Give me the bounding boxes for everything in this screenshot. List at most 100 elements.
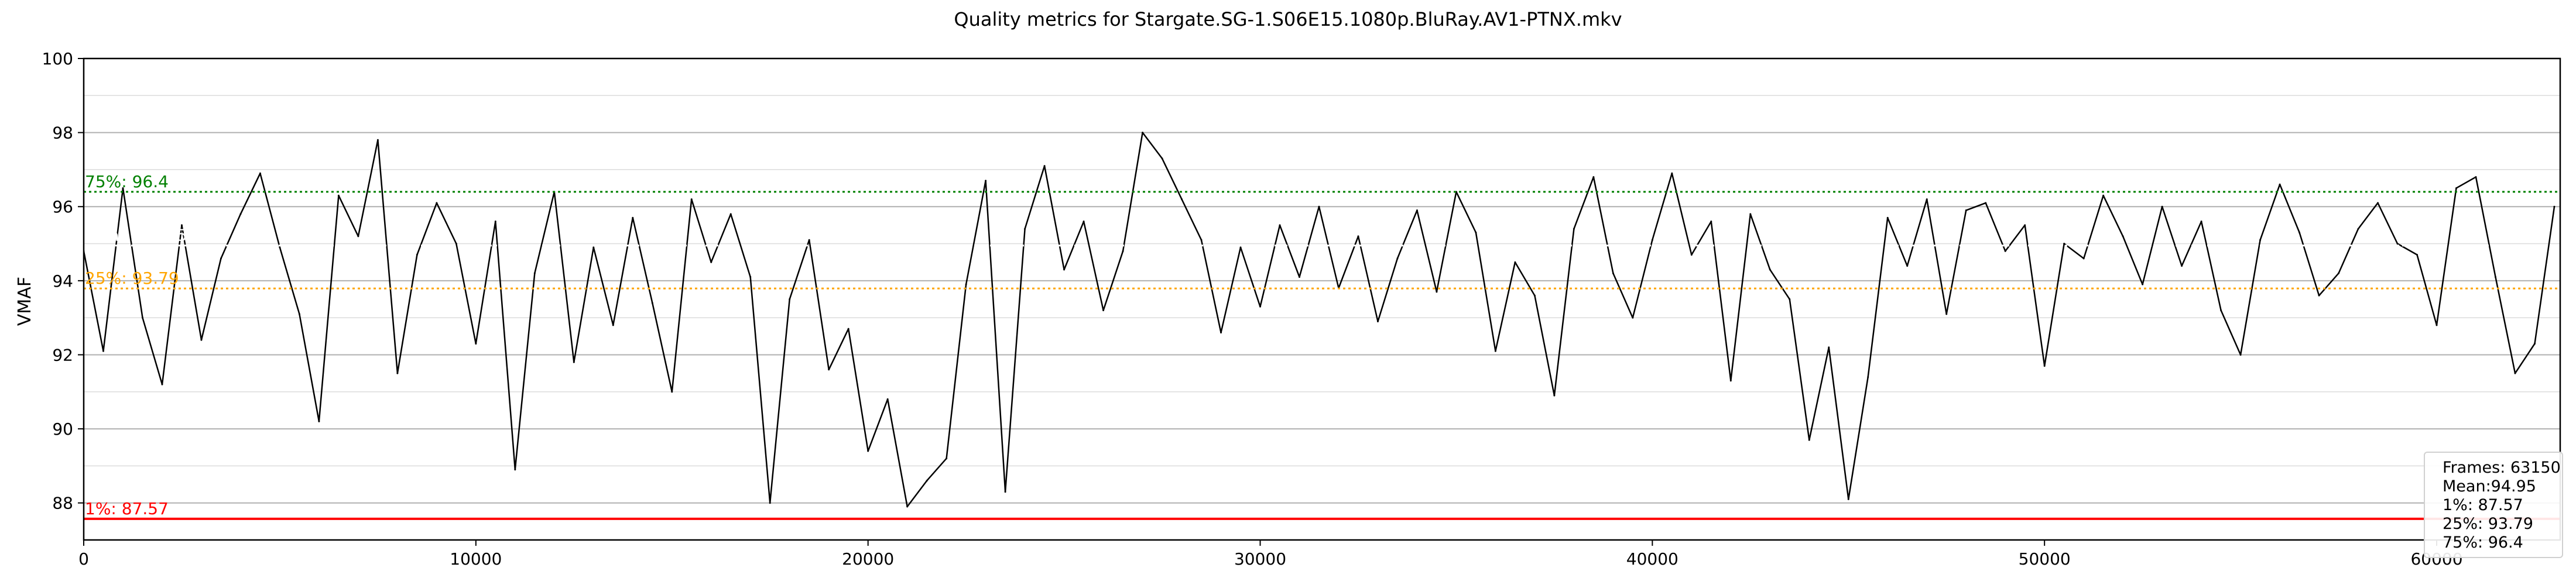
vmaf-point xyxy=(2200,221,2202,223)
vmaf-point xyxy=(2416,254,2419,256)
vmaf-point xyxy=(122,187,124,190)
vmaf-point xyxy=(1789,298,1791,300)
vmaf-point xyxy=(161,383,163,386)
reference-lines xyxy=(84,191,2560,520)
vmaf-point xyxy=(1142,132,1144,134)
y-tick-label: 94 xyxy=(52,271,73,291)
vmaf-point xyxy=(1592,176,1595,178)
vmaf-point xyxy=(612,324,614,326)
y-tick-label: 90 xyxy=(52,419,73,439)
x-tick-label: 30000 xyxy=(1234,549,1286,569)
ref-label-25pct: 25%: 93.79 xyxy=(85,269,179,288)
vmaf-point xyxy=(1181,198,1183,201)
vmaf-point xyxy=(1906,265,1909,267)
vmaf-point xyxy=(1279,224,1281,226)
y-tick-label: 98 xyxy=(52,123,73,143)
vmaf-point xyxy=(2298,232,2301,234)
vmaf-point xyxy=(2533,342,2536,345)
vmaf-point xyxy=(2396,243,2399,245)
vmaf-point xyxy=(1357,235,1359,238)
vmaf-point xyxy=(1926,198,1928,201)
x-tick-label: 0 xyxy=(78,549,89,569)
vmaf-point xyxy=(376,139,379,141)
chart-title: Quality metrics for Stargate.SG-1.S06E15… xyxy=(954,8,1622,30)
vmaf-point xyxy=(1376,320,1379,322)
vmaf-point xyxy=(2494,276,2496,278)
vmaf-point xyxy=(1200,239,1203,241)
vmaf-point xyxy=(1886,216,1889,219)
vmaf-point xyxy=(1396,257,1399,260)
vmaf-point xyxy=(632,216,634,219)
vmaf-point xyxy=(1259,305,1262,308)
vmaf-point xyxy=(710,261,712,263)
vmaf-point xyxy=(1729,380,1732,382)
vmaf-point xyxy=(2004,250,2006,252)
vmaf-point xyxy=(200,339,203,341)
vmaf-point xyxy=(1553,394,1556,397)
x-tick-label: 20000 xyxy=(842,549,894,569)
vmaf-point xyxy=(2553,205,2556,208)
vmaf-point xyxy=(533,272,536,274)
vmaf-point xyxy=(926,480,928,482)
vmaf-point xyxy=(1298,276,1300,278)
vmaf-point xyxy=(651,302,653,304)
vmaf-point xyxy=(808,239,810,241)
mean-value: Mean:94.95 xyxy=(2443,477,2536,495)
vmaf-point xyxy=(2259,239,2262,241)
vmaf-point xyxy=(416,254,418,256)
vmaf-point xyxy=(2122,235,2124,238)
vmaf-point xyxy=(2024,224,2026,226)
vmaf-point xyxy=(789,298,791,300)
vmaf-point xyxy=(592,246,595,249)
vmaf-point xyxy=(1828,346,1830,349)
vmaf-point xyxy=(1847,498,1849,500)
vmaf-point xyxy=(2102,194,2105,197)
vmaf-point xyxy=(2357,228,2359,230)
vmaf-point xyxy=(1102,309,1105,311)
summary-stats-box: Frames: 63150 Mean:94.95 1%: 87.57 25%: … xyxy=(2424,452,2563,558)
vmaf-point xyxy=(1436,291,1438,293)
x-tick-label: 40000 xyxy=(1626,549,1678,569)
ref-label-mean: Mean: 94.95 xyxy=(85,226,187,245)
vmaf-point xyxy=(1122,250,1124,252)
vmaf-point xyxy=(573,361,575,363)
vmaf-point xyxy=(455,243,457,245)
vmaf-point xyxy=(2377,202,2379,204)
vmaf-point xyxy=(906,505,909,508)
vmaf-point xyxy=(671,391,673,393)
y-axis: 88 90 92 94 96 98 100 xyxy=(42,49,84,513)
vmaf-point xyxy=(2142,283,2144,285)
vmaf-point xyxy=(2318,294,2320,297)
y-tick-label: 96 xyxy=(52,197,73,216)
vmaf-series-line xyxy=(84,132,2556,508)
p25-value: 25%: 93.79 xyxy=(2443,515,2533,533)
vmaf-point xyxy=(965,283,967,285)
vmaf-point xyxy=(1024,228,1026,230)
vmaf-point xyxy=(1475,232,1477,234)
vmaf-point xyxy=(2181,265,2183,267)
vmaf-point xyxy=(1161,157,1163,160)
vmaf-point xyxy=(749,276,752,278)
series-layer xyxy=(84,132,2556,508)
y-axis-label: VMAF xyxy=(15,277,35,326)
vmaf-point xyxy=(318,420,320,422)
y-tick-label: 100 xyxy=(42,49,73,68)
vmaf-point xyxy=(436,202,438,204)
vmaf-point xyxy=(141,316,143,319)
ref-label-1pct: 1%: 87.57 xyxy=(85,499,169,518)
vmaf-point xyxy=(867,450,869,452)
vmaf-point xyxy=(1769,269,1771,271)
vmaf-point xyxy=(985,180,987,182)
vmaf-point xyxy=(1239,246,1242,249)
vmaf-point xyxy=(337,194,340,197)
vmaf-point xyxy=(1690,254,1693,256)
vmaf-point xyxy=(220,257,222,260)
vmaf-point xyxy=(729,213,732,215)
vmaf-point xyxy=(769,502,771,504)
vmaf-point xyxy=(1965,209,1967,212)
x-tick-label: 50000 xyxy=(2019,549,2071,569)
vmaf-point xyxy=(2161,205,2163,208)
vmaf-point xyxy=(1573,228,1575,230)
vmaf-point xyxy=(2338,272,2340,274)
